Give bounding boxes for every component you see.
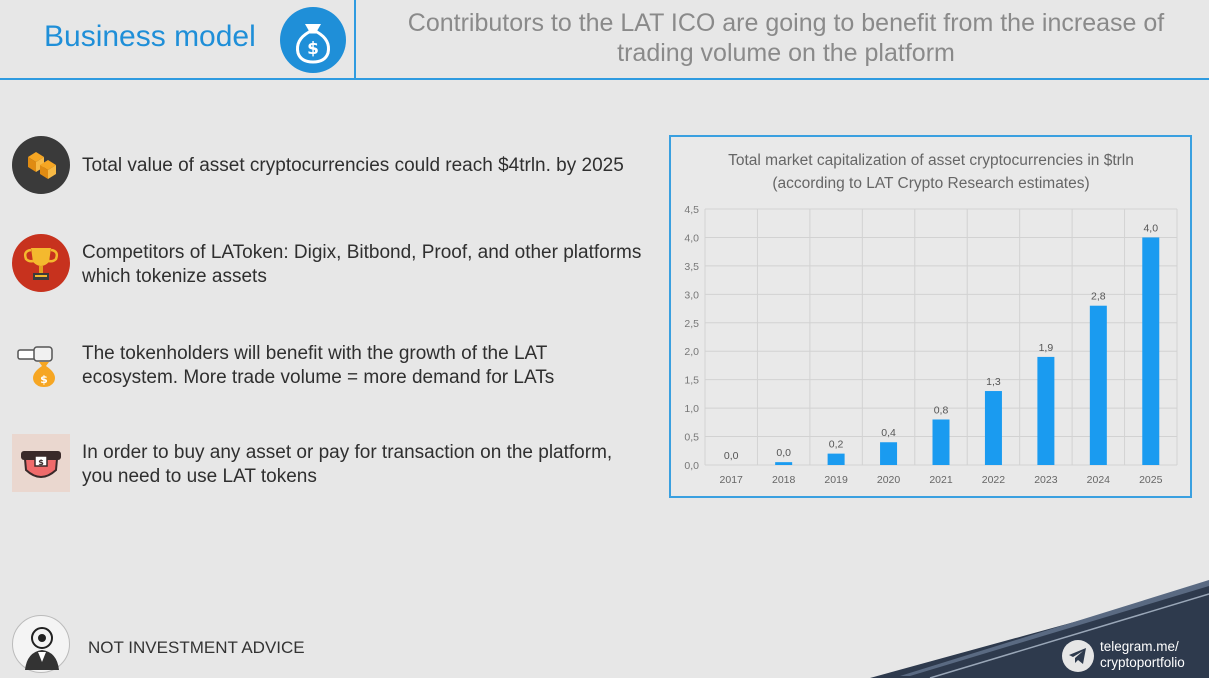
bar: [932, 419, 950, 465]
x-tick-label: 2018: [772, 474, 796, 486]
data-label: 0,2: [829, 439, 844, 451]
header: Business model $ Contributors to the LAT…: [0, 0, 1209, 80]
data-label: 2,8: [1091, 291, 1106, 303]
bar: [1142, 237, 1160, 465]
boxes-icon: [12, 136, 70, 194]
svg-text:$: $: [307, 39, 319, 59]
header-divider: [354, 0, 356, 80]
y-tick-label: 4,5: [684, 204, 699, 216]
avatar: [12, 615, 70, 673]
hand-money-bag-icon: $: [12, 336, 70, 394]
y-tick-label: 3,0: [684, 289, 699, 301]
x-tick-label: 2023: [1034, 474, 1058, 486]
telegram-link[interactable]: telegram.me/ cryptoportfolio: [1100, 639, 1185, 671]
chart-plot: 0,0 0,5 1,0 1,5 2,0 2,5 3,0 3,5 4,0 4,5 0,0 2017 0,0…: [684, 204, 1178, 486]
y-tick-label: 0,0: [684, 460, 699, 472]
market-cap-chart: Total market capitalization of asset cry…: [669, 135, 1192, 498]
y-tick-label: 2,0: [684, 346, 699, 358]
svg-text:$: $: [40, 373, 48, 386]
data-label: 0,4: [881, 427, 896, 439]
x-tick-label: 2020: [877, 474, 901, 486]
data-label: 4,0: [1143, 222, 1158, 234]
page-subtitle: Contributors to the LAT ICO are going to…: [407, 9, 1165, 67]
bullet-text: Competitors of LAToken: Digix, Bitbond, …: [82, 242, 642, 287]
bar: [827, 453, 845, 465]
footer-band: [870, 580, 1209, 678]
bullet-text: The tokenholders will benefit with the g…: [82, 343, 555, 388]
data-label: 1,9: [1039, 342, 1054, 354]
x-tick-label: 2024: [1087, 474, 1111, 486]
bullet-item: $ In order to buy any asset or pay for t…: [0, 434, 660, 496]
x-tick-label: 2017: [720, 474, 744, 486]
bar: [1089, 305, 1107, 465]
bullet-item: Total value of asset cryptocurrencies co…: [0, 136, 660, 196]
bullet-text: In order to buy any asset or pay for tra…: [82, 442, 613, 487]
y-tick-label: 3,5: [684, 261, 699, 273]
bullet-text: Total value of asset cryptocurrencies co…: [82, 155, 624, 176]
y-tick-label: 1,5: [684, 375, 699, 387]
x-tick-label: 2025: [1139, 474, 1163, 486]
telegram-icon[interactable]: [1062, 640, 1094, 672]
bullet-item: $ The tokenholders will benefit with the…: [0, 336, 660, 396]
x-tick-label: 2022: [982, 474, 1006, 486]
data-label: 0,0: [776, 447, 791, 459]
telegram-link-line1: telegram.me/: [1100, 639, 1179, 654]
bar: [984, 391, 1002, 465]
y-tick-label: 1,0: [684, 403, 699, 415]
y-tick-label: 0,5: [684, 432, 699, 444]
x-tick-label: 2019: [824, 474, 848, 486]
data-label: 0,8: [934, 404, 949, 416]
bar: [880, 442, 898, 465]
wallet-icon: $: [12, 434, 74, 496]
page-title: Business model: [44, 20, 256, 53]
disclaimer-text: NOT INVESTMENT ADVICE: [88, 638, 305, 657]
bar: [775, 462, 793, 465]
chart-title: Total market capitalization of asset cry…: [728, 152, 1134, 192]
bar: [1037, 356, 1055, 465]
svg-text:$: $: [38, 458, 44, 467]
telegram-link-line2: cryptoportfolio: [1100, 655, 1185, 670]
x-tick-label: 2021: [929, 474, 953, 486]
trophy-icon: [12, 234, 70, 292]
bullet-item: Competitors of LAToken: Digix, Bitbond, …: [0, 234, 660, 294]
y-tick-label: 2,5: [684, 318, 699, 330]
data-label: 1,3: [986, 376, 1001, 388]
y-tick-label: 4,0: [684, 232, 699, 244]
data-label: 0,0: [724, 450, 739, 462]
money-bag-icon: $: [280, 7, 346, 73]
